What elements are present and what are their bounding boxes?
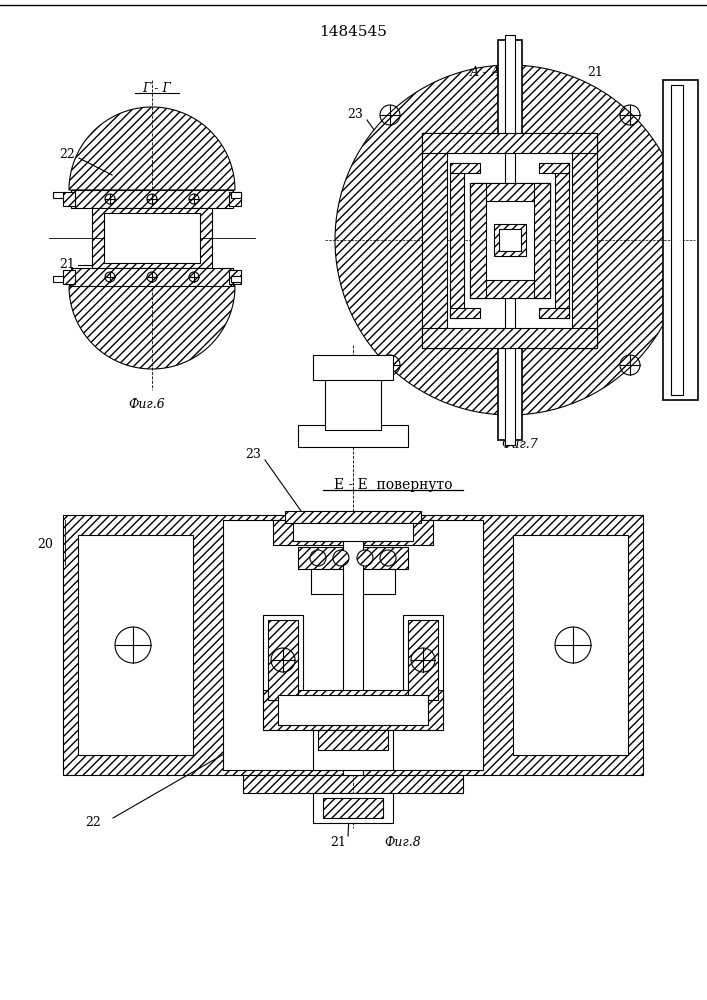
Bar [423, 132, 597, 348]
Bar [408, 620, 438, 700]
Bar [53, 276, 63, 282]
Text: 22: 22 [85, 816, 101, 830]
Text: Фиг.6: Фиг.6 [129, 398, 165, 412]
Text: 20: 20 [37, 538, 53, 552]
Bar [499, 229, 521, 251]
Bar [311, 569, 395, 594]
Text: Фиг.8: Фиг.8 [385, 836, 421, 850]
Text: Е - Е  повернуто: Е - Е повернуто [334, 478, 452, 492]
Bar [403, 615, 443, 705]
Bar [71, 268, 233, 286]
Bar [498, 40, 522, 440]
Bar [450, 308, 481, 318]
Bar [273, 520, 433, 545]
Bar [470, 182, 486, 298]
Text: 21: 21 [587, 66, 603, 79]
Bar [285, 511, 421, 523]
Circle shape [357, 550, 373, 566]
Bar [268, 620, 298, 700]
Bar [243, 775, 463, 793]
Bar [229, 270, 241, 284]
Text: 22: 22 [59, 148, 75, 161]
Text: 23: 23 [245, 448, 261, 462]
Bar [323, 798, 383, 818]
Bar [313, 355, 393, 380]
Bar [293, 523, 413, 541]
Text: А - А: А - А [469, 66, 501, 79]
Circle shape [335, 65, 685, 415]
Bar [231, 192, 241, 198]
Bar [92, 208, 212, 268]
Text: 1484545: 1484545 [319, 25, 387, 39]
Text: 21: 21 [330, 836, 346, 850]
Bar [223, 520, 483, 770]
Bar [505, 35, 515, 445]
Circle shape [333, 550, 349, 566]
Polygon shape [69, 107, 235, 190]
Bar [263, 690, 443, 730]
Bar [573, 132, 597, 348]
Bar [318, 730, 388, 750]
Bar [663, 80, 698, 400]
Bar [325, 375, 381, 430]
Bar [423, 132, 448, 348]
Bar [450, 162, 481, 172]
Bar [229, 192, 241, 206]
Text: Г - Г: Г - Г [143, 82, 171, 95]
Bar [313, 730, 393, 770]
Bar [423, 328, 597, 348]
Circle shape [310, 550, 326, 566]
Bar [298, 547, 408, 569]
Bar [423, 132, 597, 152]
Polygon shape [69, 286, 235, 369]
Bar [556, 162, 570, 318]
Bar [470, 182, 550, 298]
Bar [343, 515, 363, 775]
Bar [78, 535, 193, 755]
Circle shape [380, 550, 396, 566]
Bar [71, 190, 233, 208]
Bar [263, 615, 303, 705]
Bar [298, 425, 408, 447]
Bar [104, 213, 200, 263]
Bar [513, 535, 628, 755]
Text: 23: 23 [347, 108, 363, 121]
Bar [539, 162, 570, 172]
Bar [63, 192, 75, 206]
Bar [494, 224, 526, 256]
Bar [231, 276, 241, 282]
Bar [313, 793, 393, 823]
Bar [539, 308, 570, 318]
Bar [470, 182, 550, 200]
Text: Фиг.7: Фиг.7 [502, 438, 538, 452]
Text: 21: 21 [59, 258, 75, 271]
Bar [450, 162, 464, 318]
Bar [53, 192, 63, 198]
Bar [63, 270, 75, 284]
Bar [278, 695, 428, 725]
Bar [470, 279, 550, 298]
Bar [534, 182, 550, 298]
Bar [63, 515, 643, 775]
Bar [671, 85, 683, 395]
